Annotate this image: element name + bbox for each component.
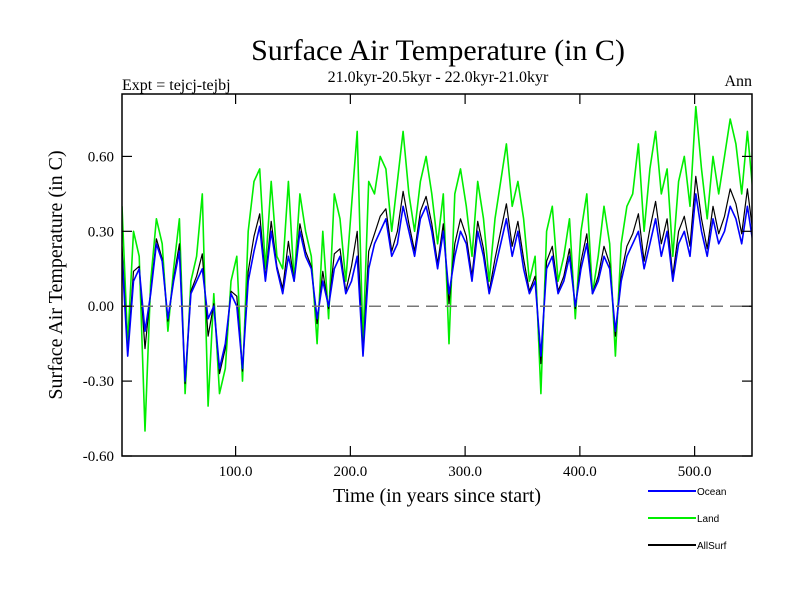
plot-frame (121, 93, 753, 457)
x-axis-label: Time (in years since start) (333, 485, 541, 507)
legend-label-allsurf: AllSurf (697, 541, 727, 552)
legend-label-land: Land (697, 514, 719, 525)
y-axis-label: Surface Air Temperature (in C) (45, 150, 67, 399)
period-label: Ann (724, 73, 752, 90)
legend: Ocean Land AllSurf (648, 487, 727, 552)
x-tick-label: 300.0 (448, 464, 482, 480)
ticks-layer: 100.0 200.0 300.0 400.0 500.0 -0.60 -0.30 0.00 0… (83, 94, 752, 480)
x-tick-label: 100.0 (219, 464, 253, 480)
series-line-ocean (122, 193, 752, 382)
chart-subtitle: 21.0kyr-20.5kyr - 22.0kyr-21.0kyr (328, 69, 549, 86)
x-tick-label: 200.0 (333, 464, 367, 480)
experiment-label: Expt = tejcj-tejbj (122, 77, 231, 94)
y-tick-label: 0.30 (88, 224, 114, 240)
y-tick-label: -0.30 (83, 374, 114, 390)
y-tick-label: 0.60 (88, 149, 114, 165)
y-tick-label: 0.00 (88, 299, 114, 315)
x-tick-label: 400.0 (563, 464, 597, 480)
legend-label-ocean: Ocean (697, 487, 726, 498)
series-layer (122, 105, 752, 432)
x-tick-label: 500.0 (678, 464, 712, 480)
y-tick-label: -0.60 (83, 449, 114, 465)
chart-title: Surface Air Temperature (in C) (251, 34, 625, 67)
